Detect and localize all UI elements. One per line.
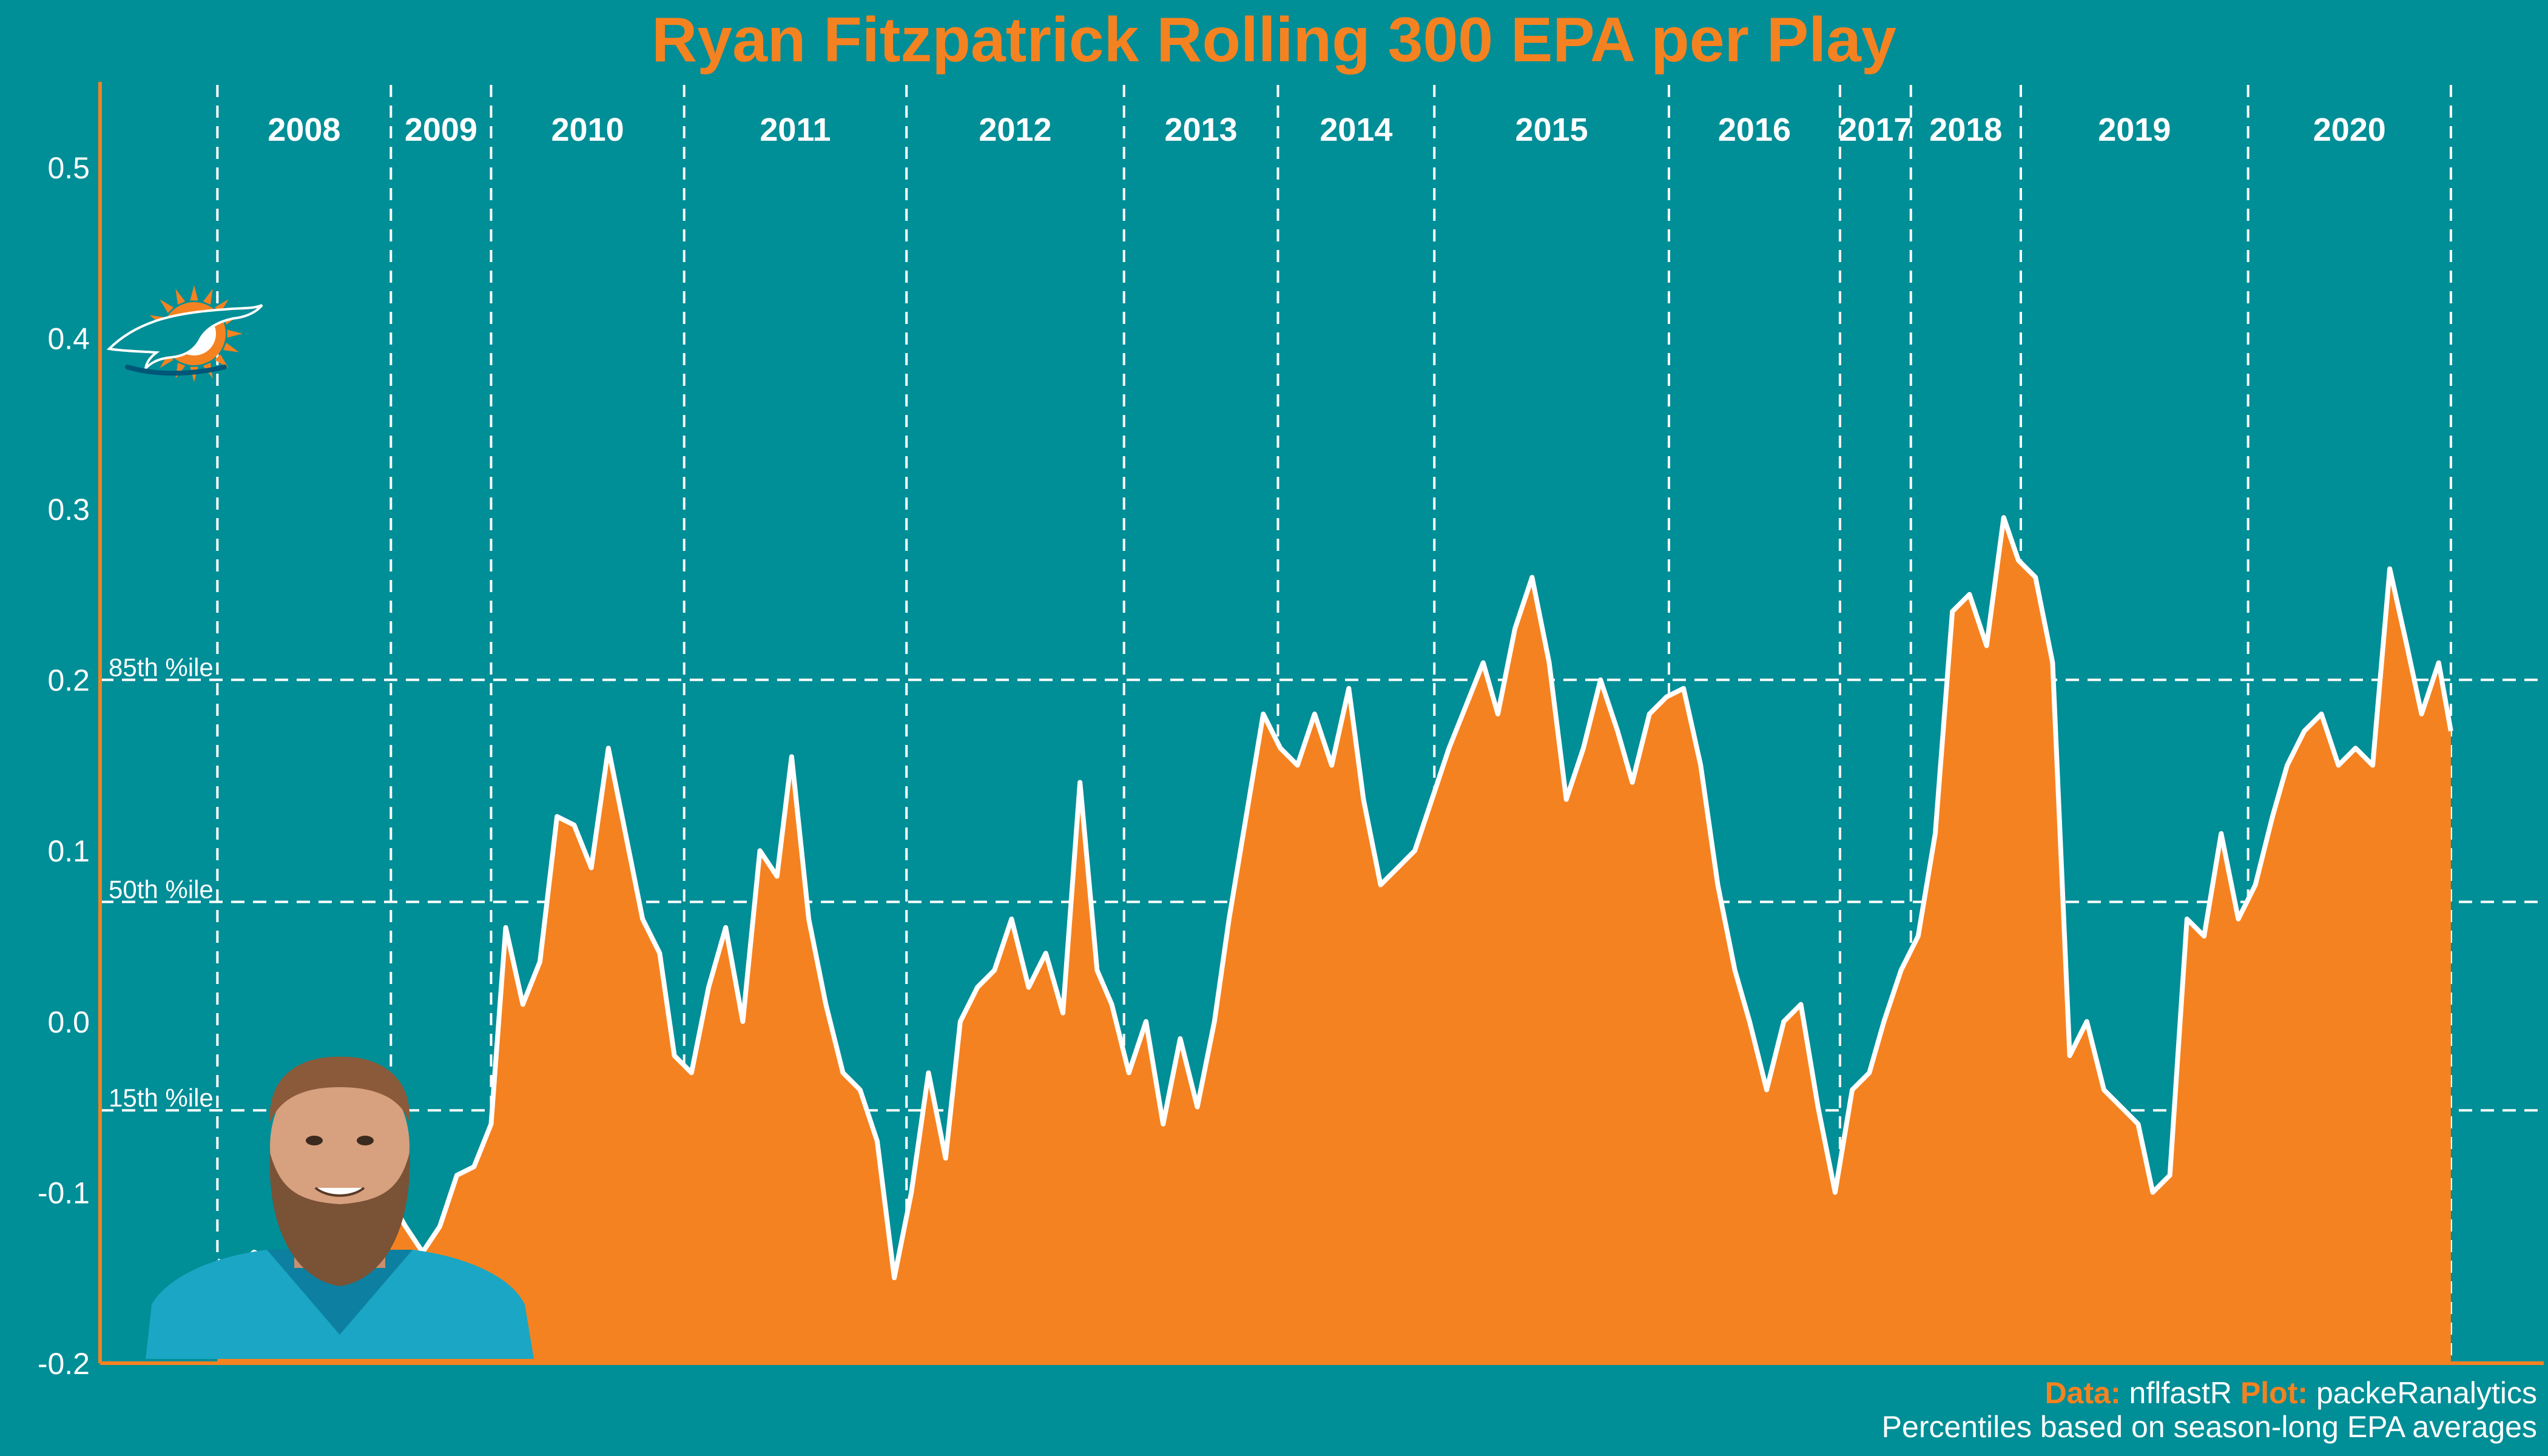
caption-plot-label: Plot: bbox=[2240, 1376, 2308, 1410]
season-label: 2013 bbox=[1165, 112, 1238, 148]
sun-ray bbox=[223, 342, 239, 352]
epa-line bbox=[216, 515, 2453, 1298]
sun-ray bbox=[214, 354, 229, 368]
season-label: 2016 bbox=[1718, 112, 1791, 148]
y-tick-label: 0.0 bbox=[47, 1005, 90, 1039]
sun-ray bbox=[175, 289, 186, 305]
caption-credits: Data: nflfastR Plot: packeRanalytics bbox=[1882, 1376, 2537, 1410]
season-label: 2020 bbox=[2313, 112, 2386, 148]
season-label: 2019 bbox=[2098, 112, 2171, 148]
epa-area bbox=[217, 517, 2451, 1363]
season-label: 2010 bbox=[551, 112, 624, 148]
season-label: 2015 bbox=[1515, 112, 1588, 148]
caption-plot-author: packeRanalytics bbox=[2316, 1376, 2537, 1410]
percentile-label: 85th %ile bbox=[109, 653, 214, 682]
season-label: 2009 bbox=[405, 112, 477, 148]
sun-ray bbox=[190, 285, 198, 301]
chart-caption: Data: nflfastR Plot: packeRanalytics Per… bbox=[1882, 1376, 2537, 1444]
y-tick-label: -0.2 bbox=[38, 1347, 90, 1381]
caption-data-source: nflfastR bbox=[2129, 1376, 2233, 1410]
sun-ray bbox=[227, 329, 243, 338]
ryan-fitzpatrick-headshot bbox=[146, 1056, 534, 1359]
season-label: 2012 bbox=[979, 112, 1051, 148]
sun-ray bbox=[203, 289, 213, 305]
y-tick-label: 0.2 bbox=[47, 664, 90, 698]
y-tick-label: 0.1 bbox=[47, 834, 90, 868]
season-label: 2008 bbox=[268, 112, 340, 148]
y-tick-label: 0.4 bbox=[47, 322, 90, 356]
percentile-label: 15th %ile bbox=[109, 1084, 214, 1112]
season-label: 2018 bbox=[1929, 112, 2002, 148]
sun-ray bbox=[160, 299, 174, 314]
percentile-label: 50th %ile bbox=[109, 875, 214, 904]
season-label: 2011 bbox=[760, 112, 831, 148]
y-tick-label: -0.1 bbox=[38, 1176, 90, 1210]
season-label: 2017 bbox=[1839, 112, 1912, 148]
season-label: 2014 bbox=[1320, 112, 1392, 148]
caption-note: Percentiles based on season-long EPA ave… bbox=[1881, 1410, 2537, 1444]
chart-title: Ryan Fitzpatrick Rolling 300 EPA per Pla… bbox=[652, 5, 1896, 75]
miami-dolphins-logo bbox=[106, 285, 263, 382]
caption-data-label: Data: bbox=[2044, 1376, 2121, 1410]
y-tick-label: 0.3 bbox=[47, 493, 90, 527]
y-tick-label: 0.5 bbox=[47, 151, 90, 185]
